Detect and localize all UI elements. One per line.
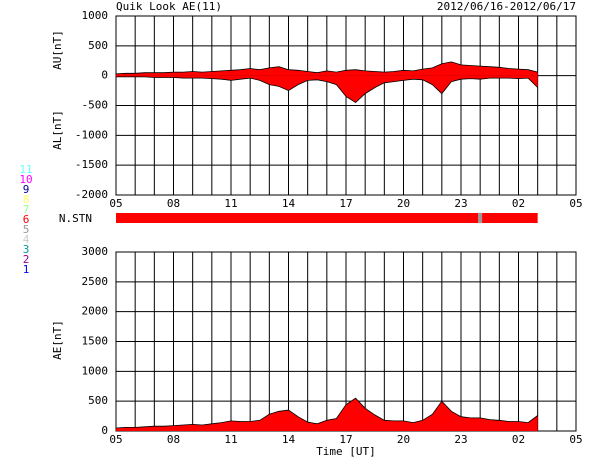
y-axis-label: AE[nT]: [51, 320, 64, 360]
station-legend: 9: [23, 183, 30, 196]
x-tick-label: 20: [397, 433, 410, 446]
n-stn-segment: [116, 213, 479, 223]
x-tick-label: 11: [224, 433, 237, 446]
x-tick-label: 11: [224, 197, 237, 210]
station-legend: 2: [23, 253, 30, 266]
n-stn-segment: [478, 213, 483, 223]
x-tick-label: 02: [512, 197, 525, 210]
station-legend: 4: [23, 233, 30, 246]
y-tick-label: 500: [88, 394, 108, 407]
x-tick-label: 05: [569, 433, 582, 446]
x-tick-label: 14: [282, 197, 296, 210]
y-tick-label: -2000: [75, 188, 108, 201]
y-tick-label: 1500: [82, 335, 109, 348]
area-line: [115, 61, 538, 75]
area-fill: [116, 61, 538, 76]
n-stn-label: N.STN: [59, 212, 92, 225]
date-range: 2012/06/16-2012/06/17: [437, 0, 576, 13]
y-tick-label: 0: [101, 424, 108, 437]
station-legend: 8: [23, 193, 30, 206]
x-tick-label: 17: [339, 197, 352, 210]
y-tick-label: 1000: [82, 9, 109, 22]
x-tick-label: 17: [339, 433, 352, 446]
area-line: [116, 76, 538, 104]
area-line: [115, 397, 538, 429]
n-stn-segment: [482, 213, 538, 223]
station-legend: 6: [23, 213, 30, 226]
x-tick-label: 05: [109, 433, 122, 446]
x-tick-label: 08: [167, 433, 180, 446]
y-tick-label: 3000: [82, 245, 109, 258]
x-tick-label: 23: [454, 197, 467, 210]
x-axis-label: Time [UT]: [316, 445, 376, 458]
y-axis-label: AU[nT]: [51, 30, 64, 70]
y-tick-label: -500: [82, 99, 109, 112]
x-tick-label: 20: [397, 197, 410, 210]
x-tick-label: 05: [109, 197, 122, 210]
station-legend: 3: [23, 243, 30, 256]
x-tick-label: 14: [282, 433, 296, 446]
y-tick-label: -1000: [75, 128, 108, 141]
y-tick-label: 1000: [82, 364, 109, 377]
area-fill: [116, 75, 538, 103]
station-legend: 1: [23, 263, 30, 276]
x-tick-label: 02: [512, 433, 525, 446]
y-axis-label: AL[nT]: [51, 110, 64, 150]
title: Quik Look AE(11): [116, 0, 222, 13]
station-legend: 7: [23, 203, 30, 216]
x-tick-label: 23: [454, 433, 467, 446]
station-legend: 10: [19, 173, 32, 186]
plot-frame: [115, 15, 577, 196]
y-tick-label: 500: [88, 39, 108, 52]
x-tick-label: 08: [167, 197, 180, 210]
y-tick-label: 2000: [82, 305, 109, 318]
y-tick-label: -1500: [75, 158, 108, 171]
x-tick-label: 05: [569, 197, 582, 210]
station-legend: 5: [23, 223, 30, 236]
station-legend: 11: [19, 163, 32, 176]
y-tick-label: 0: [101, 69, 108, 82]
y-tick-label: 2500: [82, 275, 109, 288]
